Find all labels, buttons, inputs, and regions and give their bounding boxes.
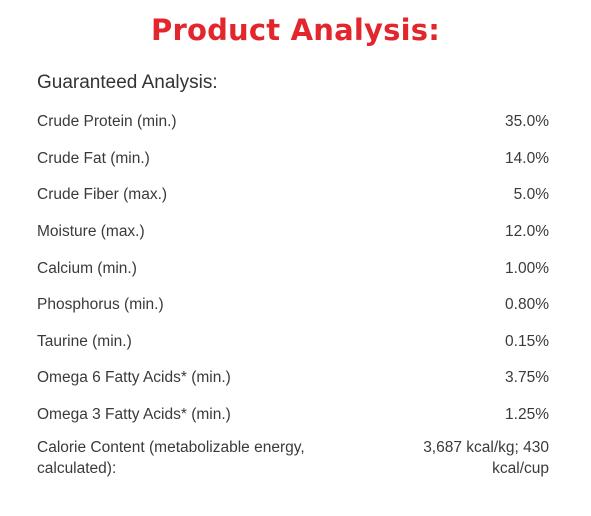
row-value: 12.0% (505, 223, 549, 241)
row-value: 35.0% (505, 113, 549, 131)
table-row: Omega 3 Fatty Acids* (min.) 1.25% (37, 397, 549, 434)
table-row: Omega 6 Fatty Acids* (min.) 3.75% (37, 360, 549, 397)
table-row: Crude Fat (min.) 14.0% (37, 141, 549, 178)
row-value: 0.15% (505, 332, 549, 350)
table-row: Taurine (min.) 0.15% (37, 324, 549, 361)
row-value: 1.25% (505, 406, 549, 424)
row-value: 14.0% (505, 149, 549, 167)
row-value: 5.0% (513, 186, 549, 204)
table-row: Calcium (min.) 1.00% (37, 250, 549, 287)
table-row: Moisture (max.) 12.0% (37, 214, 549, 251)
row-label: Crude Fiber (max.) (37, 186, 168, 204)
row-value: 3,687 kcal/kg; 430 kcal/cup (423, 439, 549, 478)
row-value: 0.80% (505, 296, 549, 314)
row-label: Phosphorus (min.) (37, 296, 164, 314)
table-row: Crude Protein (min.) 35.0% (37, 104, 549, 141)
row-label: Omega 3 Fatty Acids* (min.) (37, 406, 231, 424)
row-label: Omega 6 Fatty Acids* (min.) (37, 369, 231, 387)
table-row: Crude Fiber (max.) 5.0% (37, 177, 549, 214)
row-label: Calorie Content (metabolizable energy, c… (37, 439, 305, 478)
row-label: Moisture (max.) (37, 223, 145, 241)
row-value: 1.00% (505, 259, 549, 277)
table-row: Phosphorus (min.) 0.80% (37, 287, 549, 324)
row-label: Crude Fat (min.) (37, 149, 150, 167)
row-label: Taurine (min.) (37, 332, 132, 350)
row-label: Calcium (min.) (37, 259, 137, 277)
page-title: Product Analysis: (151, 13, 440, 47)
section-heading: Guaranteed Analysis: (37, 72, 218, 93)
analysis-table: Crude Protein (min.) 35.0% Crude Fat (mi… (37, 104, 549, 489)
row-label: Crude Protein (min.) (37, 113, 177, 131)
table-row: Calorie Content (metabolizable energy, c… (37, 433, 549, 489)
row-value: 3.75% (505, 369, 549, 387)
